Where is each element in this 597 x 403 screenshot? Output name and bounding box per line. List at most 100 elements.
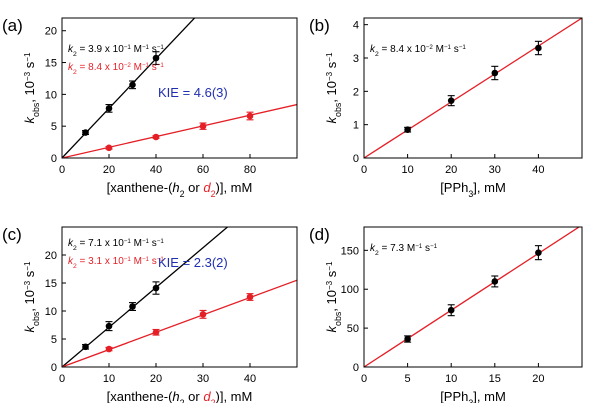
y-tick-label: 2: [353, 86, 359, 98]
x-tick-label: 80: [244, 164, 256, 176]
x-tick-label: 40: [244, 373, 256, 385]
y-tick-label: 1: [353, 120, 359, 132]
data-point: [199, 311, 207, 318]
label-part: obs: [31, 311, 41, 326]
y-tick-label: 5: [51, 121, 57, 133]
label-part: −1: [124, 44, 132, 51]
label-part: −1: [23, 52, 32, 62]
label-part: M: [433, 44, 444, 55]
label-part: −2: [426, 44, 434, 51]
data-point: [152, 54, 160, 62]
label-part: 2: [73, 263, 77, 270]
data-point: [129, 81, 136, 89]
rate-constant-annotation: k2 = 3.9 x 10−1 M−1 s−1: [68, 44, 164, 58]
label-part: −3: [23, 71, 32, 81]
x-tick-label: 20: [532, 373, 544, 385]
label-part: [xanthene-(: [107, 180, 173, 195]
label-part: k: [68, 256, 74, 267]
y-tick-label: 100: [341, 284, 359, 296]
y-axis-label: kobs, 10−3 s−1: [22, 52, 41, 123]
label-part: s: [22, 270, 37, 281]
data-point: [246, 112, 254, 120]
label-part: k: [370, 243, 376, 254]
label-part: −2: [124, 62, 132, 69]
rate-constant-annotation: k2 = 8.4 x 10−2 M−1 s−1: [68, 62, 164, 76]
x-axis-label: [PPh3], mM: [440, 180, 506, 199]
label-part: k: [324, 115, 339, 123]
y-tick-label: 15: [45, 278, 57, 290]
label-part: 2: [180, 398, 185, 403]
y-tick-label: 150: [341, 245, 359, 257]
y-tick-label: 10: [45, 306, 57, 318]
x-tick-label: 5: [405, 373, 411, 385]
label-part: M: [131, 44, 142, 55]
data-point: [105, 105, 113, 112]
x-tick-label: 0: [59, 164, 65, 176]
label-part: −1: [142, 238, 150, 245]
y-axis-label: kobs, 10−3 s−1: [324, 52, 343, 123]
x-tick-label: 0: [361, 164, 367, 176]
label-part: )], mM: [216, 180, 253, 195]
data-point: [535, 249, 542, 256]
data-point: [152, 133, 160, 141]
label-part: 2: [180, 189, 185, 199]
x-tick-label: 30: [197, 373, 209, 385]
label-part: −1: [415, 243, 423, 250]
label-part: d: [203, 389, 211, 403]
label-part: 3: [468, 398, 473, 403]
x-tick-label: 20: [150, 373, 162, 385]
label-part: k: [22, 115, 37, 123]
label-part: k: [324, 324, 339, 332]
label-part: −1: [325, 52, 334, 62]
label-part: obs: [333, 311, 343, 326]
label-part: −1: [124, 238, 132, 245]
data-point: [404, 335, 411, 343]
label-part: −1: [124, 256, 132, 263]
rate-constant-annotation: k2 = 3.1 x 10−1 M−1 s−1: [68, 256, 164, 270]
fit-line-0: [364, 227, 581, 367]
label-part: k: [68, 44, 74, 55]
label-part: , 10: [324, 290, 339, 312]
y-tick-label: 5: [51, 334, 57, 346]
label-part: = 3.1 x 10: [77, 256, 124, 267]
label-part: −1: [444, 44, 452, 51]
label-part: h: [172, 389, 179, 403]
label-part: = 7.1 x 10: [77, 238, 124, 249]
label-part: ], mM: [473, 180, 506, 195]
y-tick-label: 4: [353, 20, 359, 32]
y-axis-label: kobs, 10−3 s−1: [324, 261, 343, 332]
data-point: [491, 69, 499, 77]
label-part: = 8.4 x 10: [77, 62, 124, 73]
rate-constant-annotation: k2 = 7.1 x 10−1 M−1 s−1: [68, 238, 164, 252]
label-part: s: [149, 44, 157, 55]
label-part: 2: [73, 69, 77, 76]
data-point: [447, 306, 455, 314]
plot-frame: [61, 226, 298, 368]
label-part: obs: [31, 102, 41, 117]
data-point: [404, 126, 411, 133]
data-point: [105, 144, 113, 152]
y-tick-label: 50: [347, 323, 359, 335]
label-part: −1: [142, 44, 150, 51]
y-axis-label: kobs, 10−3 s−1: [22, 261, 41, 332]
label-part: [PPh: [440, 389, 468, 403]
label-part: M: [131, 256, 142, 267]
label-part: 2: [73, 245, 77, 252]
label-part: −3: [23, 280, 32, 290]
label-part: = 8.4 x 10: [379, 44, 426, 55]
label-part: s: [149, 256, 157, 267]
label-part: k: [370, 44, 376, 55]
x-tick-label: 0: [361, 373, 367, 385]
plot-frame: [363, 17, 583, 159]
y-tick-label: 20: [45, 250, 57, 262]
x-axis-label: [PPh3], mM: [440, 389, 506, 403]
label-part: 2: [211, 189, 216, 199]
data-point: [491, 278, 499, 285]
fit-line-0: [62, 18, 196, 158]
data-point: [535, 44, 542, 52]
label-part: 2: [211, 398, 216, 403]
label-part: , 10: [324, 81, 339, 103]
panel-label: (b): [309, 16, 330, 35]
